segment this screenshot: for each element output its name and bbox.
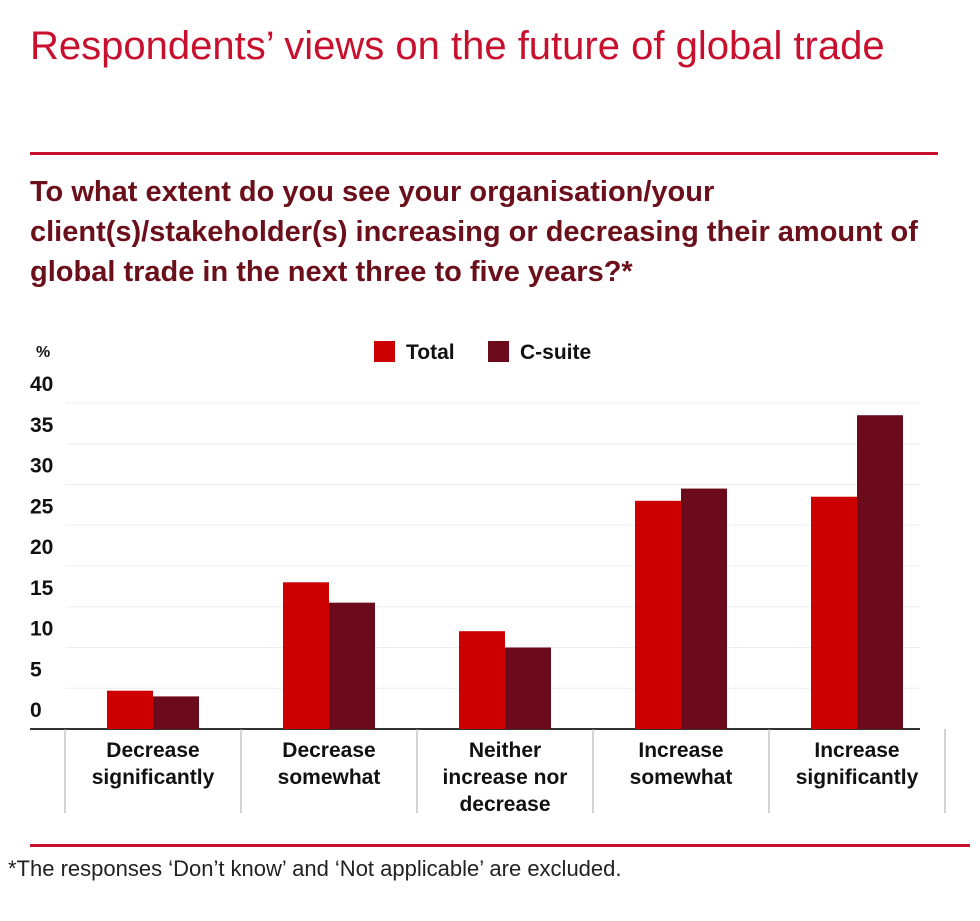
bar-c-suite <box>505 647 551 729</box>
bar-total <box>811 496 857 729</box>
title-divider <box>30 152 938 155</box>
y-tick-label: 30 <box>30 455 53 478</box>
x-category-label: Increase <box>814 739 899 762</box>
bar-total <box>459 631 505 729</box>
y-tick-label: 40 <box>30 373 53 396</box>
legend-swatch <box>374 341 395 362</box>
legend-swatch <box>488 341 509 362</box>
x-category-label: Neither <box>469 739 541 762</box>
chart-title: Respondents’ views on the future of glob… <box>30 24 885 68</box>
survey-question: To what extent do you see your organisat… <box>30 176 918 288</box>
x-category-label: somewhat <box>630 766 733 789</box>
x-category-label: Increase <box>638 739 723 762</box>
x-category-label: increase nor <box>443 766 568 789</box>
y-tick-label: 25 <box>30 495 54 518</box>
y-tick-label: 5 <box>30 658 42 681</box>
x-category-label: significantly <box>796 766 919 789</box>
footnote: *The responses ‘Don’t know’ and ‘Not app… <box>8 856 622 881</box>
legend-label: Total <box>406 341 455 364</box>
y-tick-label: 20 <box>30 536 53 559</box>
y-tick-label: 0 <box>30 699 42 722</box>
bar-total <box>283 582 329 729</box>
bar-chart: 0 5 10 15 20 25 30 35 40% Total C-suite Decrease sig… <box>30 341 946 816</box>
bar-c-suite <box>681 488 727 729</box>
bar-c-suite <box>153 696 199 729</box>
legend-label: C-suite <box>520 341 591 364</box>
bar-c-suite <box>329 602 375 729</box>
bar-c-suite <box>857 415 903 729</box>
y-tick-label: 35 <box>30 414 54 437</box>
y-tick-label: 15 <box>30 577 54 600</box>
y-axis-label: % <box>36 344 50 361</box>
x-category-label: Decrease <box>106 739 199 762</box>
x-category-label: somewhat <box>278 766 381 789</box>
x-category-label: significantly <box>92 766 215 789</box>
footnote-divider <box>30 844 970 847</box>
bar-total <box>107 690 153 729</box>
bar-total <box>635 500 681 729</box>
x-category-label: Decrease <box>282 739 375 762</box>
x-category-label: decrease <box>459 793 550 816</box>
y-tick-label: 10 <box>30 618 53 641</box>
